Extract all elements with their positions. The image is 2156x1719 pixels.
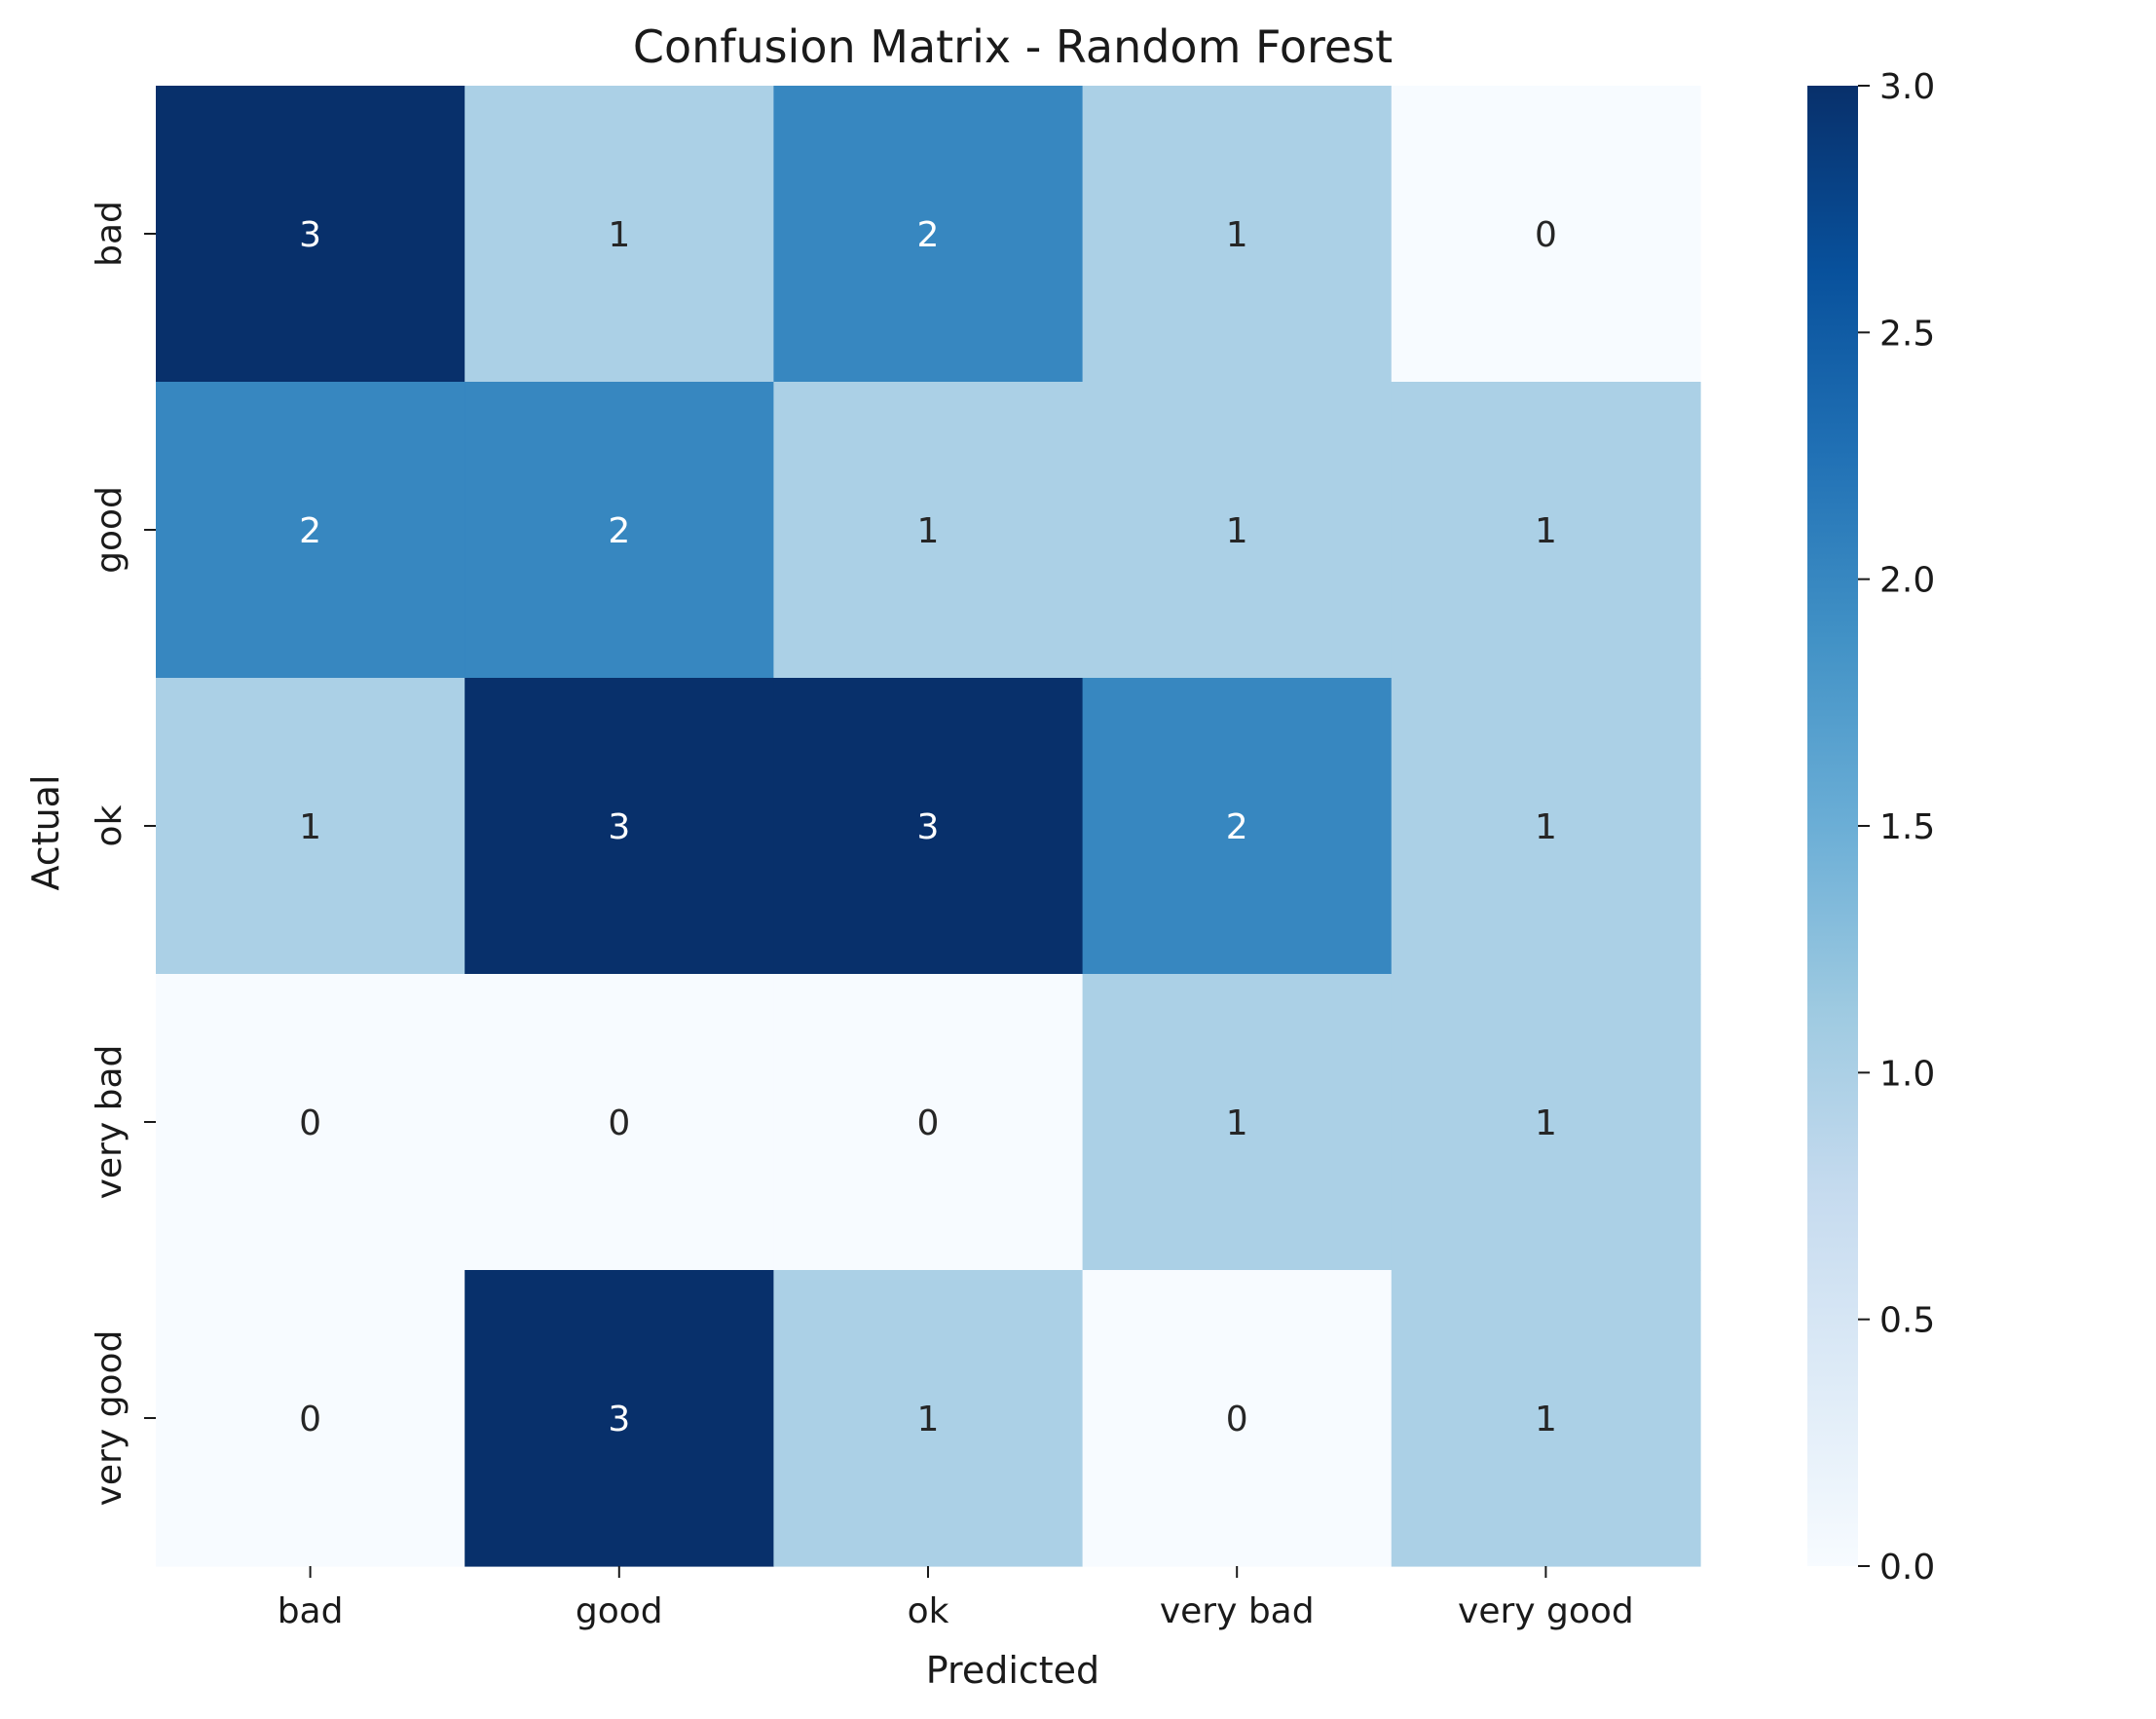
chart-title: Confusion Matrix - Random Forest xyxy=(633,20,1393,73)
cell-value-label: 2 xyxy=(299,511,321,551)
cell-value-label: 2 xyxy=(1226,807,1248,847)
cell-value-label: 0 xyxy=(1535,215,1557,255)
cell-value-label: 3 xyxy=(608,1400,630,1439)
colorbar-ticks: 0.0 0.5 1.0 1.5 2.0 2.5 3.0 xyxy=(1858,67,1935,1588)
y-tick-label: good xyxy=(90,486,130,574)
y-tick-label: very bad xyxy=(90,1045,130,1200)
cell-value-label: 1 xyxy=(1226,1103,1248,1143)
cell-bad-bad xyxy=(156,86,465,383)
cell-bad-ok xyxy=(773,86,1084,383)
heatmap-cells xyxy=(156,86,1701,1567)
cell-value-label: 3 xyxy=(608,807,630,847)
colorbar-tick-label: 1.0 xyxy=(1879,1054,1935,1094)
y-tick-label: ok xyxy=(90,804,130,846)
x-axis-label: Predicted xyxy=(926,1649,1099,1692)
cell-value-label: 1 xyxy=(1535,1400,1557,1439)
cell-bad-very-good xyxy=(1391,86,1701,383)
cell-very-bad-ok xyxy=(773,974,1084,1271)
cell-value-label: 2 xyxy=(608,511,630,551)
cell-ok-good xyxy=(465,678,774,975)
cell-value-label: 0 xyxy=(299,1103,321,1143)
cell-value-label: 2 xyxy=(917,215,940,255)
cell-very-bad-bad xyxy=(156,974,465,1271)
cell-good-very-good xyxy=(1391,382,1701,679)
cell-value-label: 0 xyxy=(299,1400,321,1439)
cell-very-good-bad xyxy=(156,1270,465,1567)
colorbar xyxy=(1807,86,1858,1566)
x-tick-label: ok xyxy=(908,1591,949,1631)
cell-good-very-bad xyxy=(1082,382,1393,679)
colorbar-tick-label: 2.5 xyxy=(1879,314,1935,354)
cell-value-label: 1 xyxy=(299,807,321,847)
colorbar-tick-label: 2.0 xyxy=(1879,561,1935,601)
cell-value-label: 0 xyxy=(917,1103,940,1143)
y-tick-label: very good xyxy=(90,1330,130,1507)
x-axis-ticks: bad good ok very bad very good xyxy=(278,1566,1634,1631)
cell-ok-very-good xyxy=(1391,678,1701,975)
cell-very-good-very-good xyxy=(1391,1270,1701,1567)
cell-very-good-good xyxy=(465,1270,774,1567)
cell-bad-good xyxy=(465,86,774,383)
cell-good-good xyxy=(465,382,774,679)
cell-very-bad-very-bad xyxy=(1082,974,1393,1271)
colorbar-tick-label: 1.5 xyxy=(1879,807,1935,847)
cell-very-bad-very-good xyxy=(1391,974,1701,1271)
cell-very-bad-good xyxy=(465,974,774,1271)
cell-value-label: 0 xyxy=(608,1103,630,1143)
cell-ok-ok xyxy=(773,678,1084,975)
cell-value-label: 1 xyxy=(1535,807,1557,847)
cell-very-good-very-bad xyxy=(1082,1270,1393,1567)
cell-value-label: 0 xyxy=(1226,1400,1248,1439)
x-tick-label: good xyxy=(576,1591,663,1631)
x-tick-label: very good xyxy=(1458,1591,1634,1631)
cell-good-ok xyxy=(773,382,1084,679)
x-tick-label: very bad xyxy=(1160,1591,1315,1631)
cell-value-label: 1 xyxy=(1535,511,1557,551)
heatmap-cell-labels: 3 1 2 1 0 2 2 1 1 1 1 3 3 2 1 0 0 0 1 1 0 3 1 0 1 xyxy=(299,215,1557,1439)
cell-value-label: 1 xyxy=(1226,215,1248,255)
cell-ok-bad xyxy=(156,678,465,975)
cell-ok-very-bad xyxy=(1082,678,1393,975)
cell-bad-very-bad xyxy=(1082,86,1393,383)
cell-good-bad xyxy=(156,382,465,679)
cell-value-label: 3 xyxy=(299,215,321,255)
y-tick-label: bad xyxy=(90,201,130,267)
x-tick-label: bad xyxy=(278,1591,344,1631)
cell-value-label: 1 xyxy=(917,511,940,551)
cell-value-label: 1 xyxy=(608,215,630,255)
colorbar-tick-label: 0.0 xyxy=(1879,1548,1935,1588)
cell-value-label: 3 xyxy=(917,807,940,847)
cell-value-label: 1 xyxy=(1226,511,1248,551)
cell-very-good-ok xyxy=(773,1270,1084,1567)
cell-value-label: 1 xyxy=(1535,1103,1557,1143)
colorbar-tick-label: 3.0 xyxy=(1879,67,1935,107)
cell-value-label: 1 xyxy=(917,1400,940,1439)
y-axis-ticks: bad good ok very bad very good xyxy=(90,201,156,1506)
colorbar-tick-label: 0.5 xyxy=(1879,1301,1935,1341)
y-axis-label: Actual xyxy=(24,774,67,890)
